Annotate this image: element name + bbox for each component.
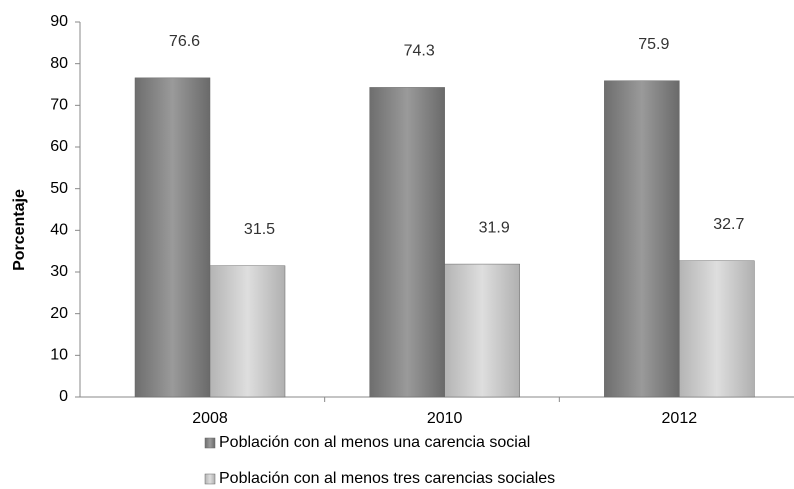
- legend-swatch: [204, 473, 216, 485]
- data-label: 75.9: [638, 36, 669, 53]
- x-tick-label: 2012: [662, 410, 698, 427]
- x-tick-label: 2008: [192, 410, 228, 427]
- y-tick-label: 0: [59, 388, 68, 405]
- data-label: 76.6: [169, 33, 200, 50]
- data-label: 32.7: [713, 216, 744, 233]
- data-label: 31.5: [244, 221, 275, 238]
- y-axis-label: Porcentaje: [11, 189, 28, 271]
- legend-label: Población con al menos una carencia soci…: [219, 434, 530, 451]
- y-tick-label: 20: [50, 305, 68, 322]
- bar: [369, 87, 445, 398]
- legend-swatch: [204, 437, 216, 449]
- data-label: 31.9: [479, 219, 510, 236]
- y-tick-label: 30: [50, 263, 68, 280]
- data-label: 74.3: [404, 43, 435, 60]
- bar: [209, 265, 286, 398]
- bar: [134, 77, 211, 398]
- y-tick-label: 40: [50, 222, 68, 239]
- y-tick-label: 50: [50, 180, 68, 197]
- y-tick-label: 70: [50, 97, 68, 114]
- y-tick-label: 80: [50, 55, 68, 72]
- bar: [604, 80, 680, 398]
- bar: [444, 263, 520, 398]
- y-tick-label: 90: [50, 13, 68, 30]
- legend-label: Población con al menos tres carencias so…: [219, 470, 555, 487]
- x-tick-label: 2010: [427, 410, 463, 427]
- bar: [679, 260, 755, 398]
- y-tick-label: 60: [50, 138, 68, 155]
- y-tick-label: 10: [50, 347, 68, 364]
